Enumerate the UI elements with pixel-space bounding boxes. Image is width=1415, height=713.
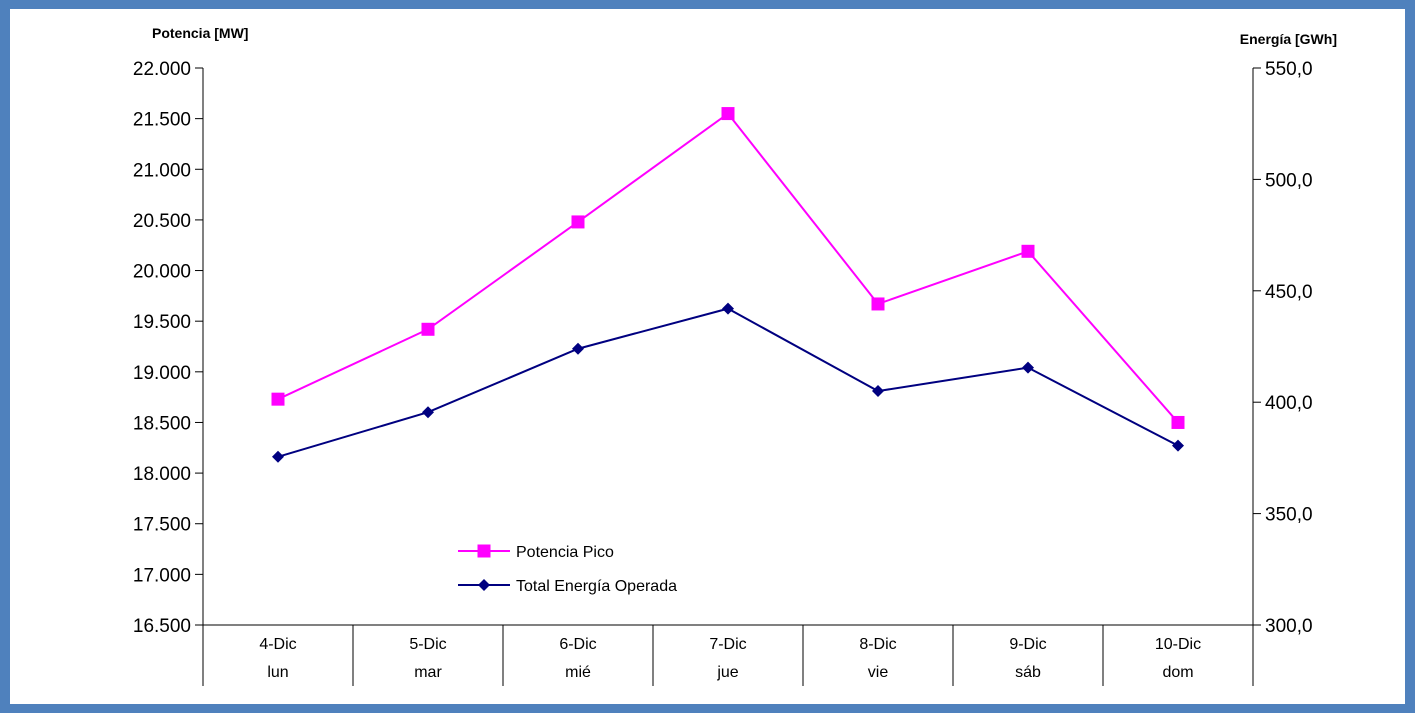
axes: [202, 68, 1254, 626]
left-tick-label: 21.000: [133, 160, 191, 181]
potencia-point: [421, 322, 435, 336]
left-tick-label: 20.000: [133, 262, 191, 283]
category-day-label: dom: [1162, 664, 1193, 681]
category-date-label: 5-Dic: [409, 636, 446, 653]
left-tick-label: 16.500: [133, 616, 191, 637]
left-axis-ticks: 22.000 21.500 21.000 20.500 20.000 19.500 19.0…: [133, 59, 203, 637]
energia-point: [1022, 361, 1034, 374]
right-tick-label: 550,0: [1265, 59, 1313, 80]
potencia-point: [1171, 415, 1185, 429]
legend-label-energia: Total Energía Operada: [516, 578, 677, 595]
right-tick-label: 500,0: [1265, 170, 1313, 191]
series-line-1: [277, 307, 1179, 458]
energia-point: [422, 406, 434, 419]
potencia-point: [1021, 244, 1035, 258]
left-tick-label: 20.500: [133, 211, 191, 232]
potencia-point: [571, 215, 585, 229]
right-tick-label: 300,0: [1265, 616, 1313, 637]
left-tick-label: 19.500: [133, 312, 191, 333]
legend: Potencia Pico Total Energía Operada: [458, 544, 677, 595]
energia-point: [1172, 439, 1184, 452]
left-tick-label: 19.000: [133, 363, 191, 384]
category-date-label: 7-Dic: [709, 636, 746, 653]
right-axis-ticks: 550,0 500,0 450,0 400,0 350,0 300,0: [1253, 59, 1313, 637]
category-day-label: lun: [267, 664, 288, 681]
legend-label-potencia: Potencia Pico: [516, 544, 614, 561]
potencia-point: [271, 392, 285, 406]
category-day-label: vie: [868, 664, 889, 681]
category-axis: 4-Dic lun 5-Dic mar 6-Dic mié 7-Dic jue 8-Dic vie…: [202, 625, 1254, 686]
category-day-label: sáb: [1015, 664, 1041, 681]
category-day-label: mar: [414, 664, 442, 681]
left-tick-label: 22.000: [133, 59, 191, 80]
right-tick-label: 350,0: [1265, 505, 1313, 526]
right-tick-label: 400,0: [1265, 393, 1313, 414]
potencia-point: [721, 107, 735, 121]
category-date-label: 8-Dic: [859, 636, 896, 653]
energia-point: [572, 342, 584, 355]
legend-marker-energia: [478, 579, 490, 591]
left-tick-label: 17.500: [133, 515, 191, 536]
right-axis-title: Energía [GWh]: [1240, 31, 1337, 47]
chart-frame: Potencia [MW] Energía [GWh] 22.000 21.500…: [10, 9, 1405, 704]
right-tick-label: 450,0: [1265, 282, 1313, 303]
category-date-label: 4-Dic: [259, 636, 296, 653]
series-lines: [277, 112, 1179, 458]
left-tick-label: 18.000: [133, 464, 191, 485]
category-day-label: jue: [716, 664, 738, 681]
energia-point: [872, 385, 884, 398]
legend-marker-potencia: [477, 544, 491, 558]
left-tick-label: 21.500: [133, 110, 191, 131]
energia-point: [272, 450, 284, 463]
left-axis-title: Potencia [MW]: [152, 25, 248, 41]
category-date-label: 10-Dic: [1155, 636, 1201, 653]
energia-point: [722, 302, 734, 315]
dual-axis-line-chart: Potencia [MW] Energía [GWh] 22.000 21.500…: [133, 25, 1337, 686]
category-day-label: mié: [565, 664, 591, 681]
category-date-label: 6-Dic: [559, 636, 596, 653]
potencia-point: [871, 297, 885, 311]
left-tick-label: 17.000: [133, 565, 191, 586]
category-date-label: 9-Dic: [1009, 636, 1046, 653]
series-markers: [271, 107, 1185, 463]
left-tick-label: 18.500: [133, 413, 191, 434]
